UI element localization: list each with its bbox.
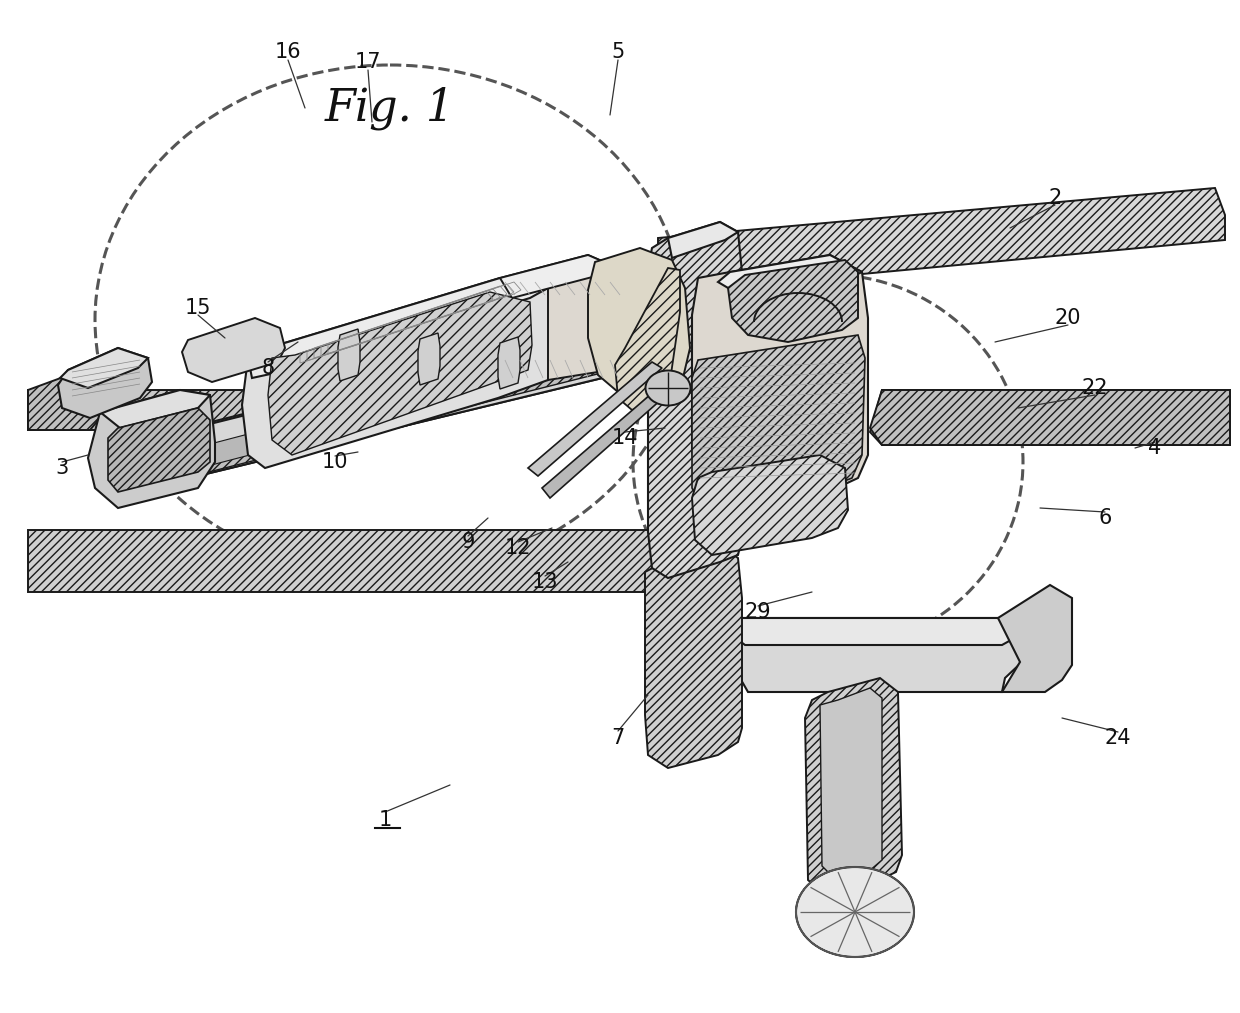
Polygon shape [528, 362, 662, 476]
Polygon shape [58, 348, 153, 418]
Polygon shape [615, 268, 680, 410]
Polygon shape [130, 310, 692, 488]
Text: 15: 15 [185, 298, 211, 318]
Polygon shape [645, 545, 742, 768]
Text: 5: 5 [611, 42, 625, 62]
Text: 29: 29 [745, 602, 771, 622]
Text: 10: 10 [321, 452, 348, 472]
Text: 9: 9 [461, 532, 475, 552]
Polygon shape [805, 678, 901, 895]
Polygon shape [588, 248, 689, 395]
Polygon shape [242, 278, 552, 468]
Text: 16: 16 [275, 42, 301, 62]
Text: 12: 12 [505, 538, 531, 558]
Polygon shape [998, 585, 1073, 692]
Polygon shape [268, 292, 532, 455]
Text: 22: 22 [1081, 378, 1109, 398]
Text: 13: 13 [532, 572, 558, 592]
Polygon shape [498, 337, 520, 389]
Polygon shape [542, 382, 672, 498]
Text: 6: 6 [1099, 508, 1112, 528]
Polygon shape [108, 408, 210, 492]
Polygon shape [668, 222, 738, 258]
Text: 24: 24 [1105, 728, 1131, 748]
Text: 2: 2 [1048, 188, 1061, 208]
Ellipse shape [796, 867, 914, 957]
Polygon shape [192, 335, 632, 468]
Polygon shape [658, 188, 1225, 292]
Ellipse shape [646, 371, 691, 405]
Text: 8: 8 [262, 358, 274, 378]
Polygon shape [60, 348, 148, 388]
Text: 17: 17 [355, 52, 381, 72]
Polygon shape [718, 255, 862, 298]
Polygon shape [692, 255, 868, 510]
Polygon shape [100, 390, 210, 428]
Polygon shape [182, 318, 285, 382]
Polygon shape [728, 260, 858, 342]
Polygon shape [692, 455, 848, 555]
Polygon shape [138, 310, 692, 488]
Polygon shape [500, 255, 618, 298]
Polygon shape [418, 333, 440, 385]
Text: 3: 3 [56, 458, 68, 478]
Polygon shape [870, 390, 1230, 445]
Text: 1: 1 [378, 810, 392, 830]
Polygon shape [692, 335, 866, 508]
Polygon shape [29, 530, 730, 592]
Polygon shape [88, 390, 215, 508]
Text: Fig. 1: Fig. 1 [325, 86, 455, 130]
Polygon shape [29, 390, 278, 430]
Polygon shape [820, 688, 882, 880]
Polygon shape [735, 618, 1022, 692]
Polygon shape [29, 368, 100, 430]
Text: 4: 4 [1148, 438, 1162, 458]
Polygon shape [248, 278, 548, 378]
Polygon shape [500, 255, 632, 380]
Polygon shape [339, 329, 360, 381]
Polygon shape [870, 390, 1230, 445]
Polygon shape [728, 618, 1021, 645]
Text: 14: 14 [611, 428, 639, 448]
Text: 7: 7 [611, 728, 625, 748]
Polygon shape [179, 338, 645, 478]
Text: 20: 20 [1055, 308, 1081, 328]
Polygon shape [649, 222, 742, 578]
